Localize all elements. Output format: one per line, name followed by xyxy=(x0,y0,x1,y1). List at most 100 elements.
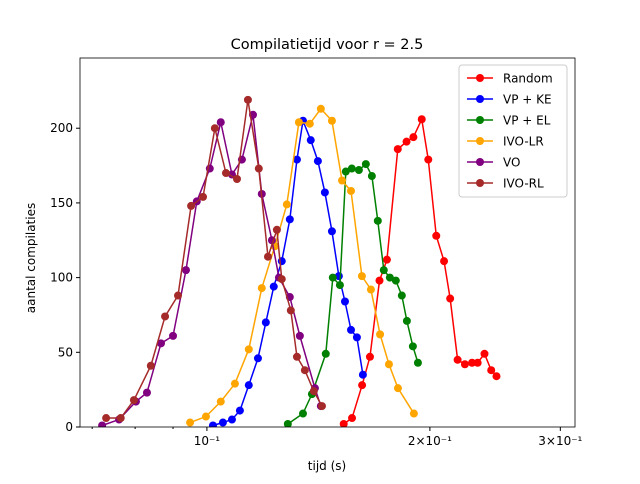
data-point xyxy=(244,381,253,390)
y-tick-label: 200 xyxy=(50,121,73,135)
data-point xyxy=(98,421,107,427)
data-point xyxy=(309,387,318,396)
data-point xyxy=(341,167,350,176)
series xyxy=(186,104,418,427)
series xyxy=(102,95,326,423)
x-tick-label: 10⁻¹ xyxy=(194,434,221,448)
data-point xyxy=(480,349,489,358)
data-point xyxy=(300,366,309,375)
data-point xyxy=(327,116,336,125)
data-point xyxy=(320,188,329,197)
data-point xyxy=(210,124,219,133)
data-point xyxy=(473,358,482,367)
data-point xyxy=(335,281,344,290)
data-point xyxy=(232,175,241,184)
data-point xyxy=(317,402,326,411)
data-point xyxy=(382,255,391,264)
data-point xyxy=(305,119,314,128)
data-point xyxy=(285,215,294,224)
data-point xyxy=(277,275,286,284)
legend-marker xyxy=(476,95,484,103)
data-point xyxy=(272,225,281,234)
data-point xyxy=(402,316,411,325)
data-point xyxy=(413,358,422,367)
data-point xyxy=(376,330,385,339)
data-point xyxy=(283,420,292,427)
data-point xyxy=(361,160,370,169)
data-point xyxy=(235,406,244,415)
data-point xyxy=(313,157,322,166)
data-point xyxy=(295,331,304,340)
y-tick-label: 150 xyxy=(50,196,73,210)
data-point xyxy=(294,118,303,127)
data-point xyxy=(402,137,411,146)
y-tick-label: 100 xyxy=(50,271,73,285)
legend-marker xyxy=(476,116,484,124)
data-point xyxy=(292,352,301,361)
data-point xyxy=(327,227,336,236)
data-point xyxy=(367,172,376,181)
data-point xyxy=(316,104,325,113)
x-tick-label: 2×10⁻¹ xyxy=(408,434,452,448)
data-point xyxy=(263,252,272,261)
data-point xyxy=(385,273,394,282)
legend-box xyxy=(458,64,568,198)
series xyxy=(98,110,325,427)
data-point xyxy=(261,318,270,327)
data-point xyxy=(365,352,374,361)
data-point xyxy=(393,145,402,154)
data-point xyxy=(432,231,441,240)
legend-marker xyxy=(476,137,484,145)
data-point xyxy=(286,306,295,315)
y-tick-label: 50 xyxy=(58,345,73,359)
data-point xyxy=(186,418,195,427)
data-point xyxy=(492,372,501,381)
data-point xyxy=(230,379,239,388)
data-point xyxy=(321,349,330,358)
data-point xyxy=(173,291,182,300)
plot-frame xyxy=(79,57,576,428)
data-point xyxy=(292,155,301,164)
data-point xyxy=(216,118,225,127)
data-point xyxy=(340,297,349,306)
data-point xyxy=(446,294,455,303)
data-point xyxy=(348,414,357,423)
data-point xyxy=(216,397,225,406)
data-point xyxy=(282,200,291,209)
data-point xyxy=(424,155,433,164)
data-point xyxy=(102,414,111,423)
data-point xyxy=(227,415,236,424)
data-point xyxy=(487,366,496,375)
legend-label: VO xyxy=(503,156,520,170)
data-point xyxy=(357,272,366,281)
data-point xyxy=(181,266,190,275)
data-point xyxy=(352,333,361,342)
data-point xyxy=(208,421,217,427)
data-point xyxy=(358,370,367,379)
data-point xyxy=(397,291,406,300)
data-point xyxy=(257,284,266,293)
data-point xyxy=(354,166,363,175)
legend-label: VP + KE xyxy=(503,93,552,107)
data-point xyxy=(306,136,315,145)
data-point xyxy=(187,201,196,210)
chart-title: Compilatietijd voor r = 2.5 xyxy=(231,37,424,53)
data-point xyxy=(221,169,230,178)
data-point xyxy=(408,342,417,351)
data-point xyxy=(146,361,155,370)
x-tick-label: 3×10⁻¹ xyxy=(538,434,582,448)
series xyxy=(283,160,422,427)
data-point xyxy=(346,325,355,334)
data-point xyxy=(157,339,166,348)
data-point xyxy=(379,266,388,275)
series xyxy=(339,115,501,427)
data-point xyxy=(468,358,477,367)
data-point xyxy=(393,384,402,393)
series-line xyxy=(189,107,415,424)
series xyxy=(208,116,367,427)
y-axis-label: aantal compilaties xyxy=(24,203,38,313)
data-point xyxy=(243,95,252,104)
data-point xyxy=(199,192,208,201)
data-point xyxy=(253,354,262,363)
